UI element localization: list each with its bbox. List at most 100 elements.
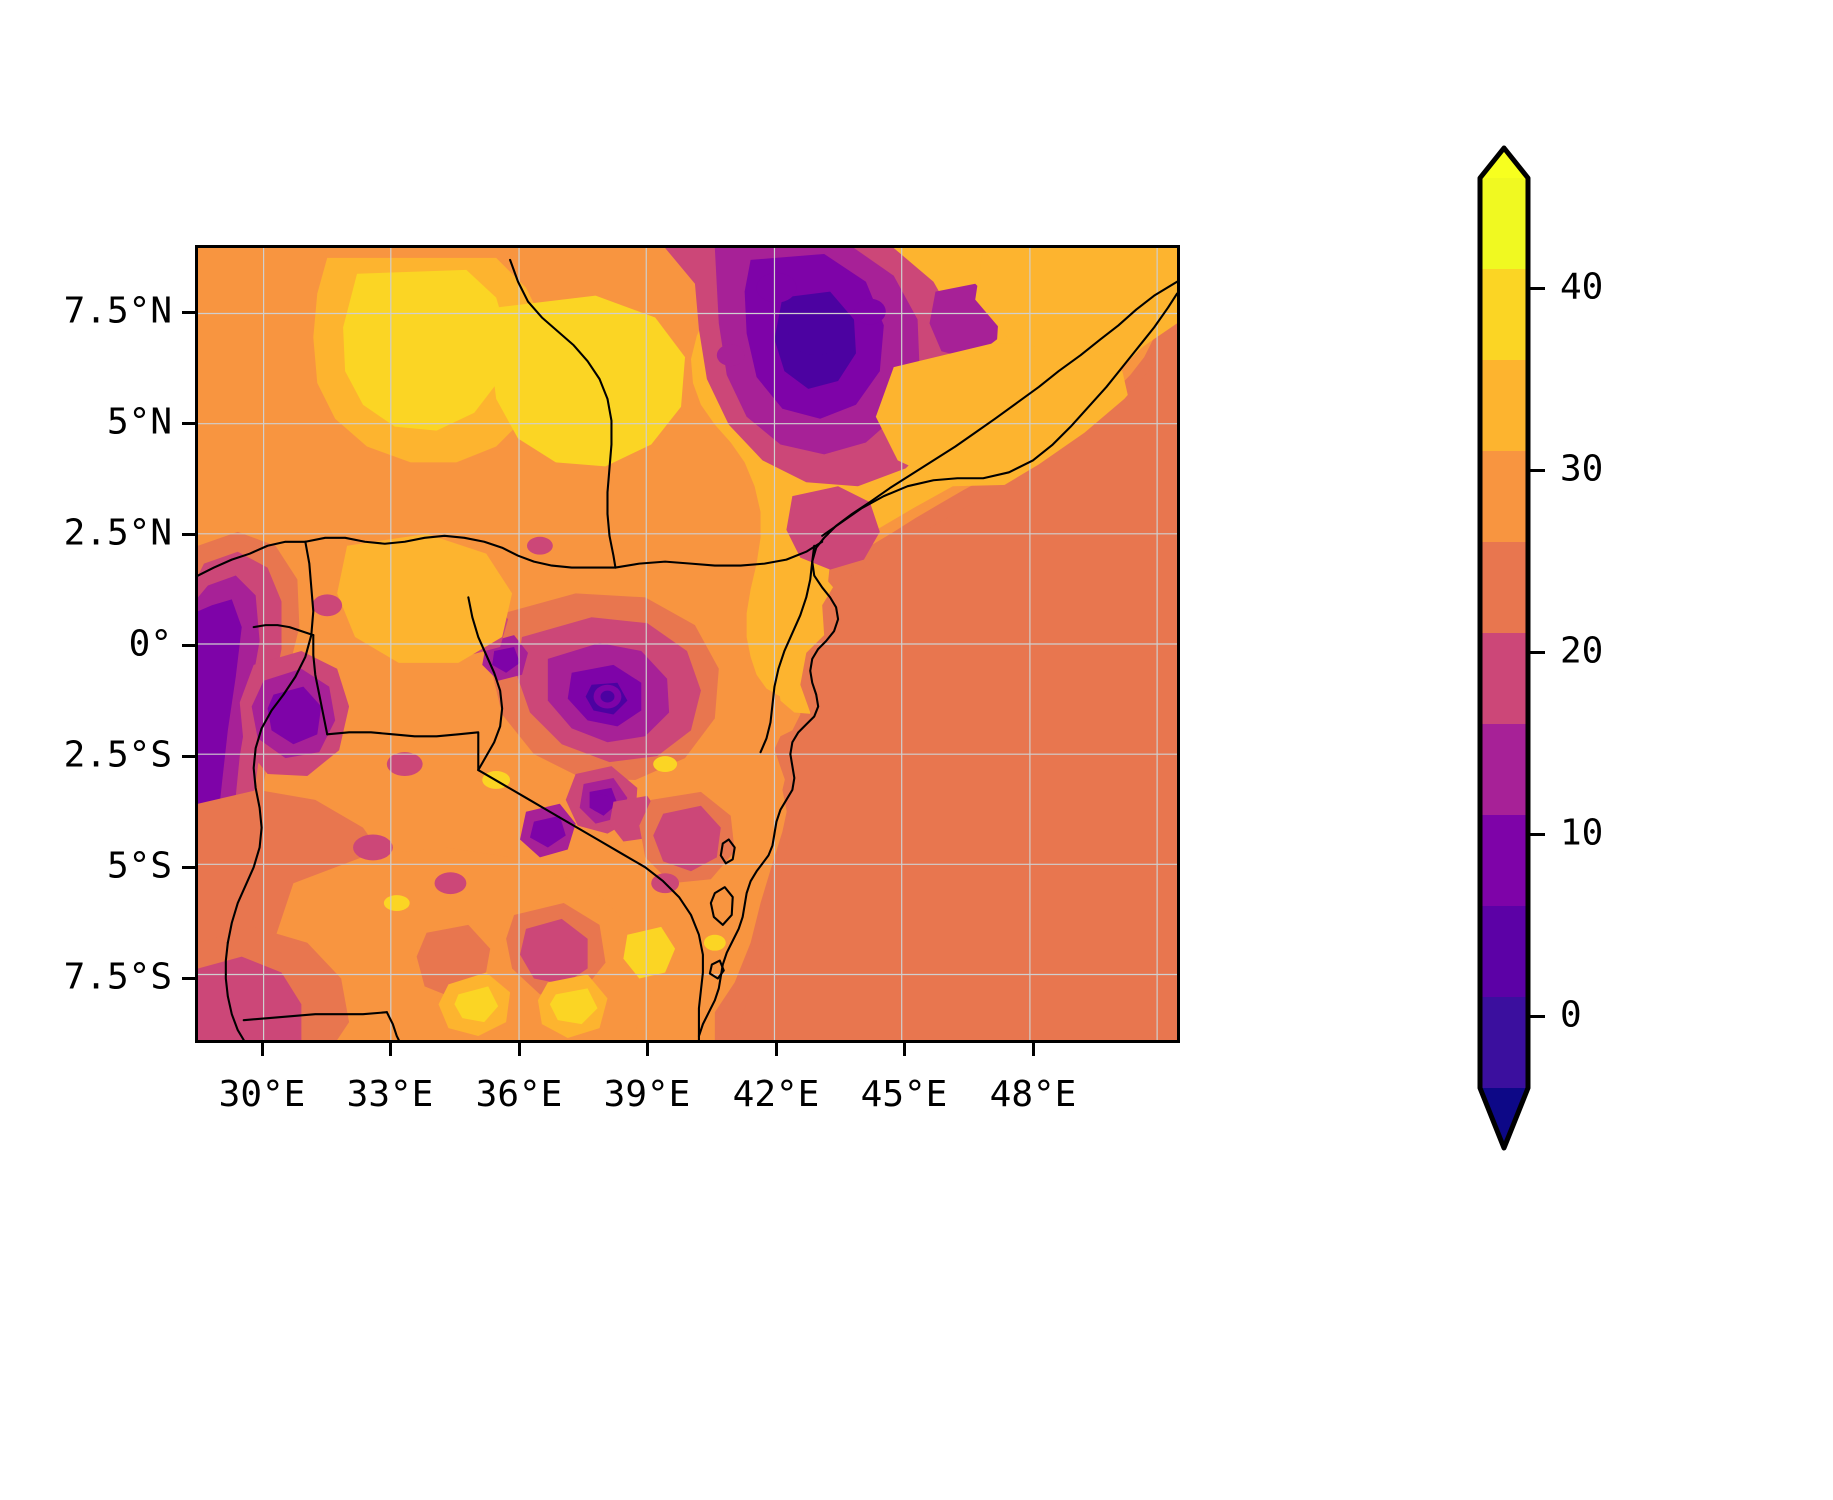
- colorbar-under-arrow: [1480, 1088, 1528, 1148]
- cbar-tick-mark-20: [1528, 651, 1545, 654]
- cbar-tick-label-0: 0: [1560, 994, 1582, 1036]
- colorbar-band-35-40: [1480, 269, 1528, 360]
- contour-speckle-a: [353, 834, 393, 861]
- border-somalia-ethiopia: [821, 292, 1177, 537]
- map-plot-area: [195, 245, 1180, 1043]
- cbar-tick-label-40: 40: [1560, 266, 1604, 308]
- border-tanzania-south: [242, 1011, 388, 1022]
- border-kenya-tanzania: [477, 769, 704, 1040]
- contour-band-10-15-rwanda: [267, 686, 322, 745]
- xtick-label-30e: 30°E: [218, 1074, 306, 1115]
- contour-band-35-40-north-uganda: [337, 533, 513, 663]
- ytick-mark: [182, 533, 195, 536]
- cbar-tick-mark-30: [1528, 469, 1545, 472]
- contour-band-40-45-tz-pocket-b: [549, 988, 598, 1025]
- xtick-mark: [518, 1043, 521, 1056]
- colorbar[interactable]: [1477, 145, 1531, 1151]
- gridlines: [198, 248, 1177, 1040]
- cbar-tick-label-20: 20: [1560, 630, 1604, 672]
- ytick-label-5-s: 5°S: [106, 845, 172, 887]
- border-kenya-somalia: [759, 544, 816, 754]
- contour-band-10-15-aberdare: [492, 646, 521, 673]
- border-drc-uganda: [198, 540, 307, 577]
- island-zanzibar: [709, 886, 734, 926]
- coastline-and-borders: [198, 258, 1177, 1040]
- contour-spot-eth-4: [716, 344, 745, 367]
- xtick-label-48e: 48°E: [989, 1074, 1077, 1115]
- ytick-mark: [182, 311, 195, 314]
- border-tanzania-rwanda-burundi: [312, 634, 329, 736]
- colorbar-band-30-35: [1480, 360, 1528, 451]
- contour-spot-eth-2: [756, 272, 797, 303]
- border-uganda-tanzania: [326, 731, 480, 772]
- border-uganda-kenya: [467, 596, 504, 772]
- coastline-indian-ocean: [697, 280, 1177, 1038]
- xtick-label-36e: 36°E: [475, 1074, 563, 1115]
- contour-spot-mt-kenya-core: [600, 690, 615, 703]
- ytick-label-2-5-n: 2.5°N: [63, 512, 172, 554]
- xtick-mark: [775, 1043, 778, 1056]
- border-drc-rwanda-burundi: [226, 540, 315, 944]
- colorbar-swatches: [1477, 145, 1531, 1151]
- xtick-mark: [646, 1043, 649, 1056]
- xtick-mark: [903, 1043, 906, 1056]
- contour-band-40-45-south-sudan: [343, 269, 509, 431]
- cbar-tick-mark-40: [1528, 287, 1545, 290]
- ytick-mark: [182, 422, 195, 425]
- temperature-contour-map: [198, 248, 1177, 1040]
- contour-band-20-25-sw-tanzania: [198, 956, 302, 1040]
- contour-band-20-25-central-tanzania-a: [520, 918, 588, 985]
- colorbar-band-15-20: [1480, 633, 1528, 724]
- xtick-mark: [389, 1043, 392, 1056]
- ytick-mark: [182, 977, 195, 980]
- contour-band-40-45-tz-pocket-a: [454, 986, 499, 1023]
- contour-spot-eth-3: [853, 298, 886, 325]
- border-rwanda-burundi: [252, 624, 315, 637]
- cbar-tick-mark-0: [1528, 1015, 1545, 1018]
- contour-spot-eth-1: [788, 311, 845, 356]
- border-drc-tanzania: [224, 941, 245, 1040]
- ytick-label-0: 0°: [128, 623, 172, 665]
- xtick-label-39e: 39°E: [603, 1074, 691, 1115]
- ytick-mark: [182, 755, 195, 758]
- ytick-mark: [182, 644, 195, 647]
- colorbar-band-40-45: [1480, 178, 1528, 269]
- contour-speckle-f: [526, 536, 553, 555]
- contour-band-40-45-tz-pocket-c: [623, 926, 676, 979]
- border-south-sudan-uganda: [304, 534, 617, 569]
- border-south-sudan-ethiopia: [509, 258, 617, 569]
- colorbar-band-20-25: [1480, 542, 1528, 633]
- ytick-label-7-5-n: 7.5°N: [63, 290, 172, 332]
- border-kenya-ethiopia: [614, 540, 824, 569]
- xtick-label-33e: 33°E: [346, 1074, 434, 1115]
- cbar-tick-label-30: 30: [1560, 448, 1604, 490]
- cbar-tick-mark-10: [1528, 833, 1545, 836]
- ytick-label-5-n: 5°N: [106, 401, 172, 443]
- contour-speckle-d: [386, 752, 423, 776]
- ocean-overlay: [734, 367, 1177, 1040]
- island-pemba: [719, 838, 736, 865]
- colorbar-band-10-15: [1480, 724, 1528, 815]
- contour-speckle-b: [434, 872, 467, 895]
- ytick-mark: [182, 866, 195, 869]
- xtick-mark: [1032, 1043, 1035, 1056]
- contour-band-10-15-ngorongoro: [529, 815, 566, 848]
- colorbar-outline: [1477, 145, 1531, 1151]
- contour-spot-kilimanjaro: [590, 794, 613, 813]
- contour-speckle-e: [312, 594, 343, 617]
- ytick-label-7-5-s: 7.5°S: [63, 956, 172, 998]
- xtick-mark: [261, 1043, 264, 1056]
- colorbar-band-0-5: [1480, 906, 1528, 997]
- contour-speckle-y4: [703, 934, 726, 951]
- colorbar-over-arrow: [1480, 148, 1528, 178]
- contour-band-20-25-coast-kenya: [653, 805, 721, 872]
- colorbar-band-5-10: [1480, 815, 1528, 906]
- xtick-label-45e: 45°E: [860, 1074, 948, 1115]
- xtick-label-42e: 42°E: [732, 1074, 820, 1115]
- colorbar-band-25-30: [1480, 451, 1528, 542]
- border-tanzania-malawi: [385, 1011, 400, 1040]
- contour-band-35-40-ethiopia-ne: [975, 248, 1177, 358]
- contour-speckle-y3: [383, 895, 410, 911]
- island-mafia: [708, 959, 725, 980]
